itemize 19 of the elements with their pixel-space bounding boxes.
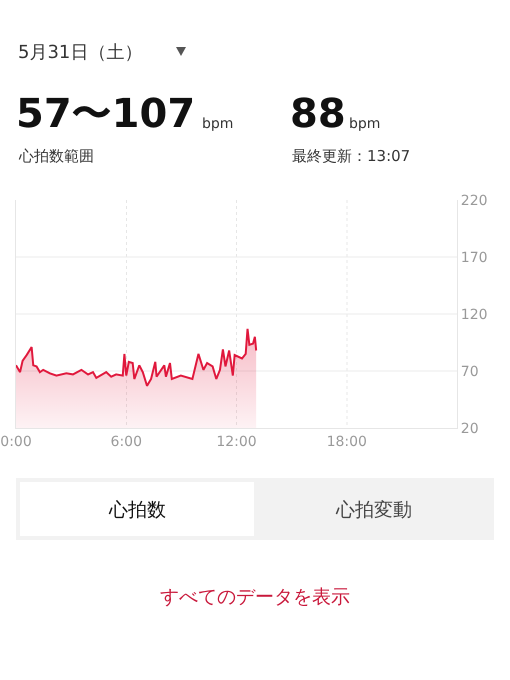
text: 最終更新：13:07 (292, 147, 410, 165)
y-tick-label: 120 (460, 306, 488, 323)
x-tick-label: 0:00 (0, 434, 32, 450)
x-tick-label: 18:00 (326, 434, 367, 450)
text: 心拍数範囲 (18, 147, 94, 165)
y-tick-label: 70 (460, 364, 479, 380)
x-tick-label: 6:00 (110, 434, 142, 450)
chart-title: 5月31日（土） (18, 42, 142, 63)
text: 57〜107 (16, 91, 196, 137)
text: bpm (349, 116, 380, 132)
y-tick-label: 20 (460, 420, 479, 437)
text: bpm (202, 116, 234, 132)
text: 心拍変動 (335, 499, 412, 521)
x-tick-label: 12:00 (216, 434, 257, 450)
y-tick-label: 220 (460, 192, 488, 209)
y-tick-label: 170 (460, 250, 488, 266)
text: 心拍数 (108, 499, 166, 521)
text: 88 (290, 91, 346, 137)
text: すべてのデータを表示 (160, 586, 350, 608)
